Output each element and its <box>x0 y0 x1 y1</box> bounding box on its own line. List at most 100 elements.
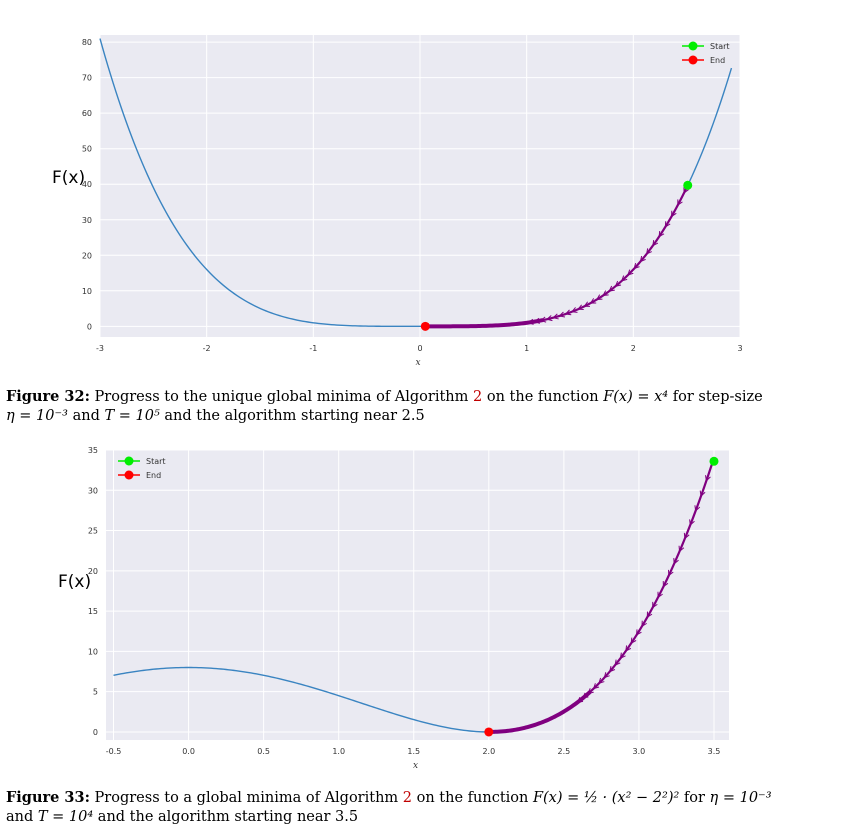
iterate-arrow <box>598 677 605 685</box>
figure-33: F(x) -0.5 0.0 0.5 1.0 1.5 2.0 2.5 3.0 3.5 0 5 10 15 2… <box>0 440 845 837</box>
iterate-arrow <box>527 318 534 325</box>
legend-label: Start <box>710 42 730 51</box>
caption-T: T = 10⁵ <box>104 408 160 424</box>
iterate-arrow <box>577 304 584 311</box>
caption-formula: F(x) = x⁴ <box>603 389 669 405</box>
iterate-arrow <box>657 591 663 599</box>
iterate-arrow <box>595 294 603 301</box>
iterate-arrow <box>533 317 541 324</box>
y-tick-label: 5 <box>93 688 98 697</box>
iterate-arrow <box>658 230 665 238</box>
iterate-arrow <box>664 221 671 228</box>
x-tick-label: 3 <box>737 344 742 353</box>
iterate-arrow <box>641 620 647 628</box>
caption-text: for <box>683 790 705 806</box>
marker-end <box>420 321 430 331</box>
chart-figure-33: -0.5 0.0 0.5 1.0 1.5 2.0 2.5 3.0 3.5 0 5 10 15 20 25 30… <box>88 446 729 771</box>
y-axis-label: F(x) <box>58 572 92 592</box>
y-tick-label: 30 <box>88 486 98 495</box>
iterate-arrow <box>570 307 578 313</box>
y-tick-label: 20 <box>88 567 98 576</box>
algorithm-reference[interactable]: 2 <box>473 389 483 405</box>
iterate-arrow <box>619 652 626 660</box>
iterate-arrow <box>545 315 553 322</box>
iterate-arrow <box>627 269 634 276</box>
iterate-arrow <box>609 666 616 673</box>
iterate-arrow <box>558 311 566 318</box>
iterate-arrow <box>552 313 559 320</box>
iterate-arrow <box>625 645 632 652</box>
iterate-arrow <box>662 581 669 588</box>
x-tick-label: 3.0 <box>633 747 646 756</box>
iterate-arrow <box>633 262 640 270</box>
y-tick-label: 35 <box>88 446 98 455</box>
iterate-arrow <box>582 692 589 699</box>
y-tick-label: 60 <box>82 109 92 118</box>
x-tick-label: -2 <box>203 344 211 353</box>
caption-eta: η = 10⁻³ <box>6 408 68 424</box>
iterate-arrow <box>564 309 572 316</box>
caption-label: Figure 32: <box>6 388 90 405</box>
iterate-arrow <box>603 672 610 679</box>
iterate-arrow <box>614 659 621 667</box>
iterate-arrow <box>668 569 674 577</box>
y-tick-label: 30 <box>82 216 92 225</box>
legend-label: Start <box>146 457 166 466</box>
caption-text: for step-size <box>672 389 763 405</box>
iterate-arrow <box>539 316 547 323</box>
legend-marker <box>124 456 134 466</box>
iterate-arrow <box>635 629 642 636</box>
legend-label: End <box>710 56 725 65</box>
y-tick-label: 0 <box>87 322 92 331</box>
legend-marker <box>688 55 698 65</box>
legend-label: End <box>146 471 161 480</box>
marker-start <box>683 180 693 190</box>
x-tick-label: 2.0 <box>482 747 495 756</box>
caption-text: and the algorithm starting near 3.5 <box>97 809 359 825</box>
iterate-arrow <box>673 558 679 565</box>
iterate-arrow <box>683 187 689 194</box>
caption-text: Progress to the unique global minima of … <box>94 389 469 405</box>
y-tick-label: 15 <box>88 607 98 616</box>
x-tick-label: 1 <box>524 344 529 353</box>
iterate-arrow <box>652 601 658 609</box>
figure-32: F(x) -3 -2 -1 0 1 2 3 0 10 20 30 40 50 60 70 80 x Start En… <box>6 35 826 426</box>
iterate-arrow <box>683 532 690 540</box>
x-tick-label: -3 <box>96 344 104 353</box>
figure-caption: Figure 32: Progress to the unique global… <box>6 387 826 426</box>
y-tick-label: 50 <box>82 145 92 154</box>
caption-text: and <box>72 408 100 424</box>
y-tick-label: 10 <box>88 647 98 656</box>
x-tick-label: 1.5 <box>407 747 420 756</box>
y-tick-label: 20 <box>82 251 92 260</box>
y-tick-label: 10 <box>82 287 92 296</box>
x-tick-label: 2 <box>631 344 636 353</box>
caption-text: on the function <box>486 389 599 405</box>
x-tick-label: 0.0 <box>182 747 195 756</box>
algorithm-reference[interactable]: 2 <box>402 790 413 806</box>
iterate-arrow <box>678 545 685 553</box>
iterate-path-dense <box>425 318 544 329</box>
x-tick-label: 1.0 <box>332 747 345 756</box>
iterate-arrow <box>646 611 653 619</box>
iterate-arrow <box>630 637 637 645</box>
x-tick-label: 0.5 <box>257 747 270 756</box>
x-tick-label: 2.5 <box>558 747 571 756</box>
x-tick-label: -1 <box>309 344 317 353</box>
y-tick-label: 40 <box>82 180 92 189</box>
iterate-arrow <box>592 683 600 690</box>
x-axis-label: x <box>413 761 418 771</box>
caption-formula: F(x) = ½ · (x² − 2²)² <box>532 790 680 806</box>
legend-marker <box>124 470 134 480</box>
iterate-arrow <box>677 199 683 207</box>
iterate-arrow <box>608 285 615 292</box>
caption-text: on the function <box>416 790 529 806</box>
iterate-arrow <box>583 301 590 307</box>
caption-text: and the algorithm starting near 2.5 <box>164 408 425 424</box>
figure-caption: Figure 33: Progress to a global minima o… <box>6 788 826 827</box>
legend-marker <box>688 41 698 51</box>
iterate-arrow <box>646 248 652 255</box>
caption-text: Progress to a global minima of Algorithm <box>94 790 399 806</box>
iterate-arrow <box>694 505 701 512</box>
iterate-arrow <box>587 688 594 695</box>
